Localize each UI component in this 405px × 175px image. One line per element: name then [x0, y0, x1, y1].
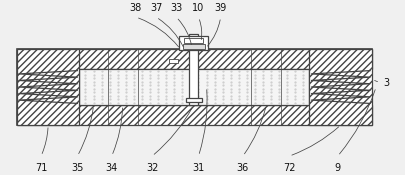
Bar: [17, 105, 372, 125]
Text: 37: 37: [150, 4, 162, 13]
Text: 32: 32: [146, 163, 158, 173]
Bar: [17, 49, 372, 69]
Text: 34: 34: [106, 163, 118, 173]
Bar: [185, 98, 202, 102]
Bar: [184, 38, 203, 43]
Text: 71: 71: [35, 163, 47, 173]
Text: 35: 35: [71, 163, 83, 173]
Text: 38: 38: [130, 4, 142, 13]
Text: 10: 10: [192, 4, 205, 13]
Bar: [79, 69, 309, 105]
Bar: [183, 44, 205, 49]
Text: 72: 72: [283, 163, 296, 173]
Bar: [17, 49, 372, 125]
Bar: [17, 49, 79, 125]
Text: 3: 3: [383, 78, 389, 88]
Text: 36: 36: [237, 163, 249, 173]
Bar: [169, 59, 178, 63]
Bar: [309, 49, 372, 125]
Text: 9: 9: [335, 163, 341, 173]
Bar: [179, 36, 208, 50]
Text: 39: 39: [215, 4, 227, 13]
Text: 33: 33: [170, 4, 182, 13]
Bar: [189, 34, 198, 105]
Text: 31: 31: [192, 163, 205, 173]
